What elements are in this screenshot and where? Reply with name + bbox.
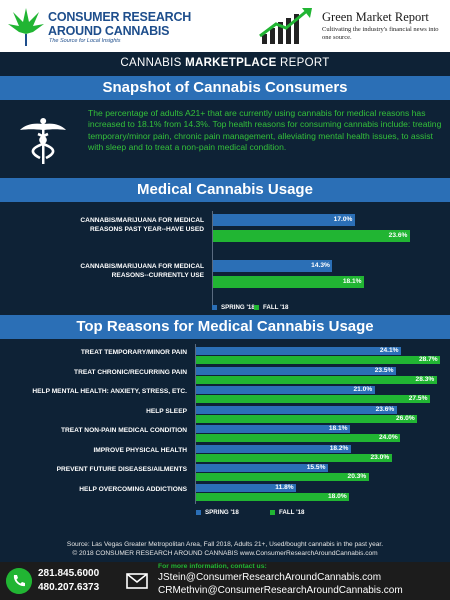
report-banner-bold: MARKETPLACE xyxy=(185,57,277,69)
report-banner: CANNABIS MARKETPLACE REPORT xyxy=(0,52,450,74)
reasons-chart-title: Top Reasons for Medical Cannabis Usage xyxy=(0,315,450,339)
data-label: 20.3% xyxy=(347,473,367,480)
caduceus-icon xyxy=(20,118,66,164)
category-label: HELP SLEEP xyxy=(146,407,187,415)
partner-title: Green Market Report xyxy=(322,10,429,24)
phone-icon xyxy=(6,568,32,594)
category-label: IMPROVE PHYSICAL HEALTH xyxy=(93,446,187,454)
source-line-1: Source: Las Vegas Greater Metropolitan A… xyxy=(66,541,384,548)
data-label: 26.0% xyxy=(396,414,415,422)
data-label: 18.0% xyxy=(328,492,347,500)
bar-fall xyxy=(213,230,410,242)
brand-tagline: The Source for Local Insights xyxy=(49,38,121,44)
legend-label: SPRING '18 xyxy=(205,509,239,516)
legend-label: FALL '18 xyxy=(279,509,305,516)
source-note: Source: Las Vegas Greater Metropolitan A… xyxy=(0,540,450,558)
report-banner-suffix: REPORT xyxy=(276,57,330,69)
bar-spring xyxy=(196,464,328,472)
cannabis-leaf-icon xyxy=(8,8,44,46)
legend-item-fall: FALL '18 xyxy=(254,304,288,311)
report-banner-prefix: CANNABIS xyxy=(120,57,186,69)
bar-fall xyxy=(196,473,369,481)
data-label: 14.3% xyxy=(311,262,330,269)
phone-number-1[interactable]: 281.845.6000 xyxy=(38,568,100,579)
medical-usage-chart: CANNABIS/MARIJUANA FOR MEDICAL REASONS P… xyxy=(0,204,450,312)
snapshot-section: The percentage of adults A21+ that are c… xyxy=(0,102,450,176)
data-label: 23.6% xyxy=(375,405,395,413)
legend-item-fall: FALL '18 xyxy=(270,509,304,516)
partner-tagline: Cultivating the industry's financial new… xyxy=(322,26,439,41)
data-label: 15.5% xyxy=(306,464,326,471)
contact-label: For more information, contact us: xyxy=(158,563,267,570)
data-label: 17.0% xyxy=(333,216,353,223)
bar-fall xyxy=(196,434,400,442)
data-label: 24.0% xyxy=(379,434,398,441)
legend-swatch xyxy=(196,509,201,515)
data-label: 18.2% xyxy=(329,444,349,452)
category-label: CANNABIS/MARIJUANA FOR MEDICAL REASONS P… xyxy=(80,217,204,233)
consumer-research-logo[interactable]: CONSUMER RESEARCH AROUND CANNABIS The So… xyxy=(4,4,224,48)
email-link-2[interactable]: CRMethvin@ConsumerResearchAroundCannabis… xyxy=(158,585,403,596)
snapshot-title: Snapshot of Cannabis Consumers xyxy=(0,76,450,100)
category-label: TREAT NON-PAIN MEDICAL CONDITION xyxy=(60,427,187,434)
legend-item-spring: SPRING '18 xyxy=(196,509,239,516)
source-line-2: © 2018 CONSUMER RESEARCH AROUND CANNABIS… xyxy=(72,550,378,557)
data-label: 28.7% xyxy=(418,356,438,363)
category-label: HELP MENTAL HEALTH: ANXIETY, STRESS, ETC… xyxy=(32,388,187,395)
legend-item-spring: SPRING '18 xyxy=(212,304,255,311)
bar-fall xyxy=(196,375,437,384)
phone-block: 281.845.6000 480.207.6373 xyxy=(0,562,118,600)
legend-swatch xyxy=(212,304,217,310)
brand-line-1: CONSUMER RESEARCH xyxy=(48,10,192,24)
bar-spring xyxy=(196,347,401,355)
bar-spring xyxy=(196,366,396,375)
category-label: TREAT TEMPORARY/MINOR PAIN xyxy=(80,349,187,356)
phone-number-2[interactable]: 480.207.6373 xyxy=(38,582,100,593)
bar-spring xyxy=(196,444,351,453)
data-label: 28.3% xyxy=(415,375,435,383)
chart-axis xyxy=(195,344,196,504)
data-label: 11.8% xyxy=(275,483,294,491)
usage-chart-title: Medical Cannabis Usage xyxy=(0,178,450,202)
legend-label: FALL '18 xyxy=(263,304,289,311)
bar-spring xyxy=(196,425,350,433)
category-label: CANNABIS/MARIJUANA FOR MEDICAL REASONS--… xyxy=(80,263,204,279)
email-link-1[interactable]: JStein@ConsumerResearchAroundCannabis.co… xyxy=(158,572,382,583)
mail-icon xyxy=(126,573,148,589)
legend-label: SPRING '18 xyxy=(221,304,255,311)
data-label: 23.6% xyxy=(388,232,408,239)
legend-swatch xyxy=(270,509,275,515)
top-reasons-chart: TREAT TEMPORARY/MINOR PAIN 24.1% 28.7% TREA… xyxy=(0,341,450,537)
bar-spring xyxy=(196,405,397,414)
green-market-report-logo[interactable]: Green Market Report Cultivating the indu… xyxy=(258,4,448,48)
data-label: 23.0% xyxy=(370,453,390,461)
bar-fall xyxy=(196,492,349,501)
data-label: 24.1% xyxy=(379,347,399,354)
chart-axis xyxy=(212,211,213,307)
legend-swatch xyxy=(254,304,259,310)
email-block: For more information, contact us: JStein… xyxy=(118,562,450,600)
bar-fall xyxy=(213,276,364,288)
bar-spring xyxy=(213,214,355,226)
bar-fall xyxy=(196,453,392,462)
category-label: TREAT CHRONIC/RECURRING PAIN xyxy=(74,368,187,376)
bar-spring xyxy=(213,260,333,272)
category-label: HELP OVERCOMING ADDICTIONS xyxy=(79,485,187,493)
data-label: 21.0% xyxy=(353,386,373,393)
data-label: 18.1% xyxy=(342,278,362,285)
bar-fall xyxy=(196,356,440,364)
category-label: PREVENT FUTURE DISEASES/AILMENTS xyxy=(56,466,187,473)
data-label: 27.5% xyxy=(408,395,428,402)
header: CONSUMER RESEARCH AROUND CANNABIS The So… xyxy=(0,0,450,52)
rising-chart-icon xyxy=(259,8,312,44)
data-label: 18.1% xyxy=(328,425,348,432)
bar-spring xyxy=(196,386,375,394)
footer: 281.845.6000 480.207.6373 For more infor… xyxy=(0,562,450,600)
brand-line-2: AROUND CANNABIS xyxy=(48,24,170,38)
snapshot-text: The percentage of adults A21+ that are c… xyxy=(88,108,442,153)
data-label: 23.5% xyxy=(374,366,394,374)
bar-fall xyxy=(196,414,417,423)
bar-fall xyxy=(196,395,430,403)
bar-spring xyxy=(196,483,297,492)
